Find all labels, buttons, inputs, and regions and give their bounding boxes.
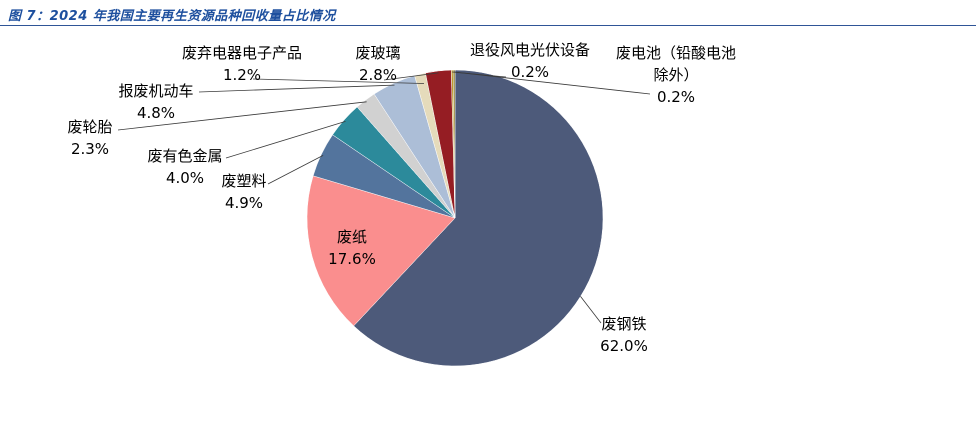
leader-line-6: [252, 78, 425, 84]
slice-percent: 4.9%: [224, 194, 264, 212]
slice-name: 报废机动车: [118, 82, 194, 100]
slice-name: 废电池（铅酸电池除外）: [615, 44, 736, 84]
leader-line-5: [198, 84, 395, 93]
label-waste-glass: 废玻璃 2.8%: [355, 42, 400, 86]
slice-percent: 2.3%: [70, 140, 110, 158]
label-waste-paper: 废纸 17.6%: [328, 226, 376, 270]
label-waste-plastic: 废塑料 4.9%: [221, 170, 266, 214]
slice-name: 废弃电器电子产品: [181, 44, 303, 62]
slice-name: 废有色金属: [147, 147, 223, 165]
label-retired-wind-pv: 退役风电光伏设备 0.2%: [470, 39, 590, 83]
leader-line-3: [225, 121, 346, 159]
label-waste-tires: 废轮胎 2.3%: [67, 116, 112, 160]
figure-title: 图 7：2024 年我国主要再生资源品种回收量占比情况: [8, 9, 336, 24]
label-nonferrous-metal: 废有色金属 4.0%: [147, 145, 222, 189]
slice-percent: 0.2%: [510, 63, 550, 81]
slice-percent: 62.0%: [600, 337, 648, 355]
label-scrapped-vehicles: 报废机动车 4.8%: [118, 80, 193, 124]
slice-percent: 2.8%: [358, 66, 398, 84]
slice-name: 废轮胎: [67, 118, 113, 136]
pie-slice-0: [353, 69, 604, 367]
label-waste-electronics: 废弃电器电子产品 1.2%: [182, 42, 302, 86]
slice-percent: 4.8%: [136, 104, 176, 122]
slice-percent: 1.2%: [222, 66, 262, 84]
slice-percent: 4.0%: [165, 169, 205, 187]
pie-slice-9: [452, 69, 456, 219]
figure-title-bar: 图 7：2024 年我国主要再生资源品种回收量占比情况: [0, 0, 976, 26]
label-scrap-steel: 废钢铁 62.0%: [600, 313, 648, 357]
slice-percent: 0.2%: [656, 88, 696, 106]
leader-line-9: [454, 71, 651, 95]
pie-slice-1: [306, 175, 456, 327]
leader-line-0: [580, 296, 602, 324]
title-divider: [0, 25, 976, 26]
slice-name: 退役风电光伏设备: [469, 41, 591, 59]
slice-name: 废塑料: [221, 172, 267, 190]
leader-line-7: [383, 72, 439, 81]
leader-line-4: [117, 101, 367, 131]
leader-line-2: [267, 155, 324, 185]
slice-name: 废钢铁: [601, 315, 647, 333]
slice-name: 废玻璃: [355, 44, 401, 62]
slice-name: 废纸: [336, 228, 367, 246]
slice-percent: 17.6%: [328, 250, 376, 268]
label-waste-batteries: 废电池（铅酸电池除外） 0.2%: [610, 42, 742, 108]
